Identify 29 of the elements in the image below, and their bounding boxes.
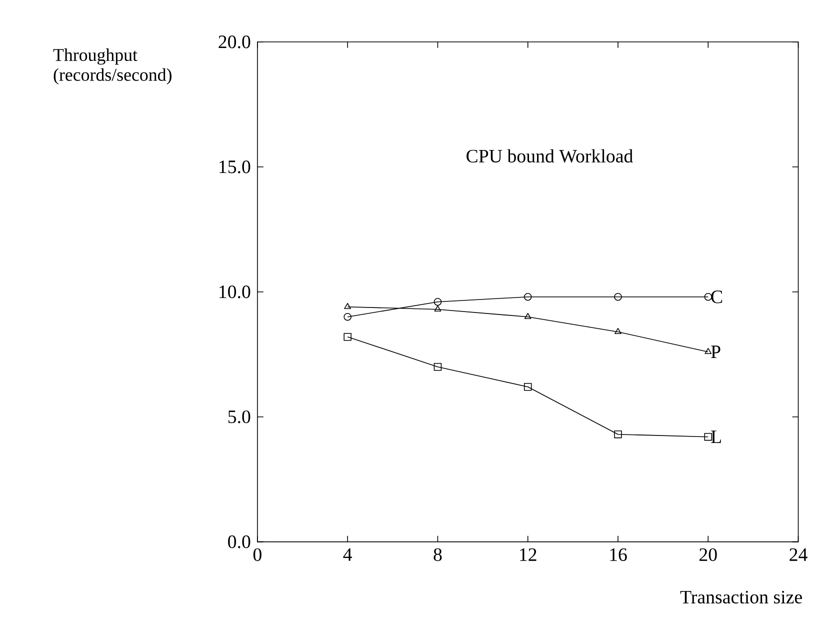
point (344, 313, 352, 321)
y-axis-title: Throughput (records/second) (53, 48, 172, 85)
text: CPU bound Workload (466, 149, 633, 163)
point (524, 383, 532, 391)
point (434, 298, 442, 306)
point (434, 363, 442, 371)
x-tick-label: 8 (434, 548, 442, 562)
point (344, 333, 352, 341)
series-label: P (711, 346, 720, 358)
y-tick-label: 5.0 (228, 410, 250, 424)
point (614, 328, 622, 334)
x-tick-label: 16 (610, 548, 627, 562)
point (614, 430, 622, 438)
point (524, 293, 532, 301)
x-tick-label: 24 (790, 548, 808, 561)
point (434, 306, 442, 312)
y-tick-label: 15.0 (220, 160, 250, 174)
series-label: C (711, 290, 722, 304)
y-tick-label: 10.0 (220, 286, 250, 298)
y-tick-label: 0.0 (228, 536, 250, 548)
x-tick-label: 20 (700, 548, 717, 562)
point (344, 303, 352, 310)
point (614, 293, 622, 301)
y-tick-label: 20.0 (218, 36, 250, 48)
x-tick-label: 4 (343, 548, 352, 561)
x-tick-label: 0 (253, 548, 262, 562)
x-tick-label: 12 (520, 548, 536, 561)
x-axis-title: Transaction size (680, 590, 802, 604)
point (524, 313, 532, 320)
